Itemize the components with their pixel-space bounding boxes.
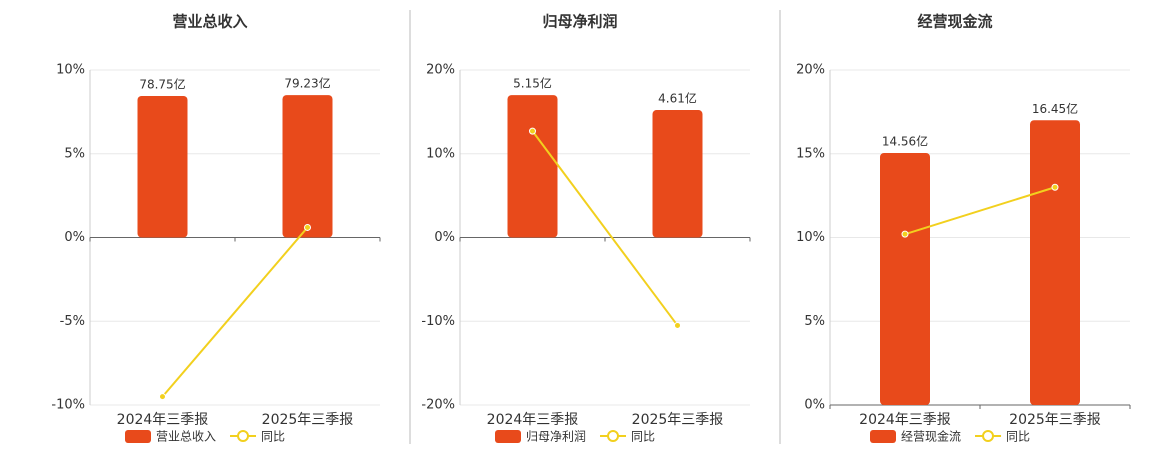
bar: [1030, 120, 1080, 405]
line: [531, 130, 679, 327]
bar: [652, 110, 703, 238]
y-tick-label: 0%: [64, 230, 85, 245]
y-tick-label: 10%: [426, 146, 455, 161]
y-tick-label: -5%: [60, 314, 85, 329]
legend-label: 归母净利润: [526, 430, 586, 444]
chart-title: 经营现金流: [917, 13, 992, 31]
y-tick-label: -20%: [421, 398, 455, 413]
y-tick-label: 15%: [796, 146, 825, 161]
legend-swatch: [870, 430, 896, 443]
x-tick-label: 2024年三季报: [487, 412, 579, 428]
x-tick-label: 2025年三季报: [262, 412, 354, 428]
legend-swatch: [607, 430, 620, 442]
line-point: [901, 230, 909, 238]
bar: [282, 95, 333, 238]
y-tick-label: 20%: [426, 63, 455, 78]
x-tick-label: 2025年三季报: [632, 412, 724, 428]
bar: [507, 95, 558, 238]
y-tick-label: 10%: [56, 63, 85, 78]
legend-label: 同比: [631, 430, 655, 444]
value-label: 16.45亿: [1032, 101, 1078, 116]
legend-swatch: [125, 430, 151, 443]
chart-title: 归母净利润: [542, 13, 617, 31]
line-point: [304, 223, 311, 231]
y-tick-label: 5%: [64, 146, 85, 161]
value-label: 14.56亿: [882, 133, 928, 148]
y-tick-label: -10%: [51, 398, 85, 413]
value-label: 4.61亿: [658, 91, 697, 106]
bar: [880, 152, 930, 405]
bar: [137, 95, 188, 238]
y-tick-label: 0%: [804, 398, 825, 413]
value-label: 78.75亿: [139, 76, 185, 91]
line-point: [159, 393, 166, 401]
chart-title: 营业总收入: [172, 13, 247, 31]
legend-swatch: [237, 430, 250, 442]
y-tick-label: -10%: [421, 314, 455, 329]
legend-label: 同比: [261, 430, 285, 444]
legend-label: 同比: [1006, 430, 1030, 444]
legend-swatch: [982, 430, 995, 442]
legend-swatch: [495, 430, 521, 443]
x-tick-label: 2024年三季报: [117, 412, 209, 428]
legend-label: 营业总收入: [156, 430, 216, 444]
legend-label: 经营现金流: [901, 429, 961, 444]
value-label: 79.23亿: [284, 76, 330, 91]
y-tick-label: 5%: [804, 314, 825, 329]
y-tick-label: 20%: [796, 63, 825, 78]
y-tick-label: 10%: [796, 230, 825, 245]
line-point: [674, 321, 681, 329]
x-tick-label: 2025年三季报: [1009, 412, 1101, 428]
y-tick-label: 0%: [434, 230, 455, 245]
line-point: [529, 127, 536, 135]
line-point: [1051, 183, 1059, 191]
value-label: 5.15亿: [513, 76, 552, 91]
line: [161, 226, 309, 398]
line: [904, 186, 1056, 236]
x-tick-label: 2024年三季报: [859, 412, 951, 428]
